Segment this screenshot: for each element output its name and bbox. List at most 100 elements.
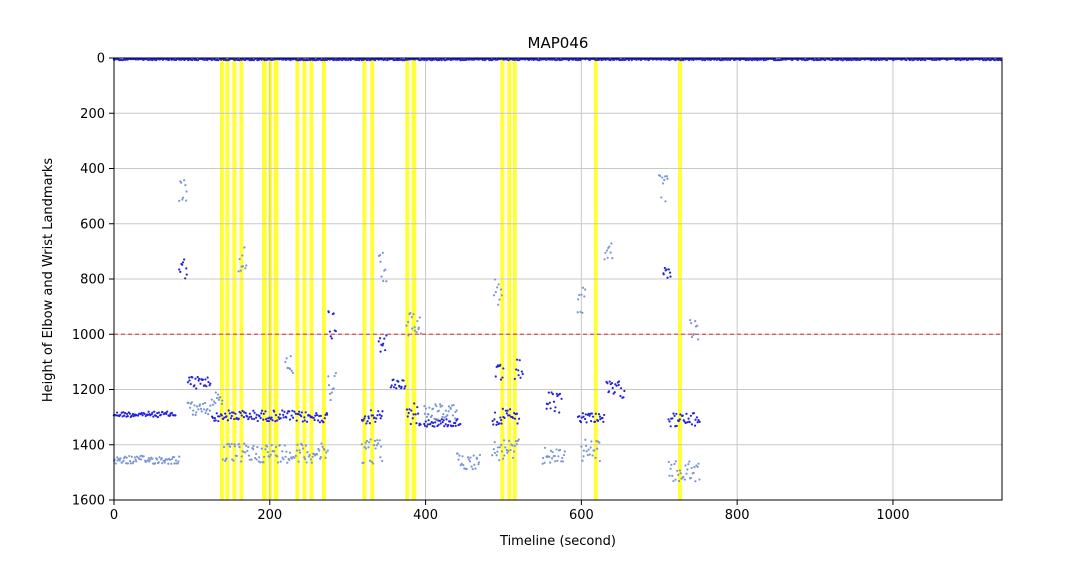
y-tick-label: 400	[80, 162, 105, 177]
data-point	[602, 420, 605, 423]
data-point	[435, 405, 438, 408]
data-point	[500, 294, 503, 297]
data-point	[288, 451, 292, 454]
data-point	[135, 455, 139, 458]
data-point	[372, 462, 375, 465]
data-point	[553, 454, 556, 458]
data-point	[492, 448, 495, 451]
data-point	[828, 58, 831, 61]
data-point	[252, 448, 255, 451]
data-point	[561, 456, 564, 460]
data-point	[163, 461, 166, 464]
data-point	[685, 472, 688, 475]
data-point	[291, 371, 294, 374]
data-point	[683, 478, 686, 481]
data-point	[288, 367, 292, 371]
data-point	[407, 320, 410, 324]
data-point	[548, 455, 551, 459]
data-point	[659, 174, 662, 178]
data-point	[157, 461, 160, 464]
data-point	[504, 409, 507, 412]
data-point	[373, 416, 376, 419]
data-point	[413, 329, 417, 332]
data-point	[498, 298, 501, 301]
data-point	[362, 461, 365, 464]
data-point	[409, 422, 412, 426]
data-point	[671, 474, 674, 477]
data-point	[690, 423, 694, 426]
data-point	[667, 418, 670, 421]
data-point	[368, 422, 371, 425]
data-point	[262, 455, 266, 459]
data-point	[225, 415, 228, 418]
data-point	[675, 424, 678, 428]
data-point	[439, 422, 442, 425]
data-point	[513, 411, 516, 415]
x-tick-label: 0	[110, 508, 118, 523]
data-point	[546, 402, 549, 406]
data-point	[561, 460, 565, 463]
data-point	[588, 453, 591, 456]
data-point	[132, 415, 135, 418]
data-point	[593, 420, 597, 423]
data-point	[126, 415, 129, 418]
data-point	[327, 384, 331, 387]
data-point	[268, 455, 271, 458]
data-point	[689, 414, 693, 417]
data-point	[692, 333, 695, 336]
data-point	[328, 392, 332, 395]
x-tick-label: 800	[725, 508, 750, 523]
data-point	[130, 414, 133, 417]
data-point	[260, 409, 264, 412]
data-point	[499, 363, 502, 367]
data-point	[220, 402, 223, 405]
data-point	[581, 286, 585, 289]
data-point	[669, 275, 672, 278]
data-point	[334, 372, 337, 375]
data-point	[315, 453, 319, 456]
data-point	[372, 444, 376, 447]
data-point	[253, 417, 256, 421]
data-point	[237, 417, 240, 420]
data-point	[445, 418, 448, 421]
data-point	[137, 414, 140, 417]
data-point	[601, 416, 604, 420]
data-point	[204, 411, 207, 415]
data-point	[384, 349, 387, 352]
data-point	[905, 58, 908, 62]
data-point	[660, 196, 663, 199]
data-point	[266, 419, 269, 423]
data-point	[119, 413, 122, 416]
data-point	[384, 268, 387, 271]
data-point	[360, 59, 364, 62]
data-point	[697, 338, 700, 341]
data-point	[694, 418, 697, 421]
data-point	[437, 423, 440, 426]
data-point	[311, 455, 314, 459]
data-point	[428, 406, 431, 409]
data-point	[579, 421, 583, 424]
data-point	[232, 459, 235, 462]
data-point	[442, 419, 445, 422]
data-point	[173, 58, 176, 62]
data-point	[128, 412, 131, 415]
grid-lines	[113, 57, 1002, 501]
data-point	[437, 409, 440, 412]
data-point	[518, 359, 521, 362]
data-point	[690, 335, 694, 339]
data-point	[763, 57, 766, 61]
data-point	[608, 245, 611, 248]
data-point	[288, 458, 291, 462]
data-point	[418, 316, 421, 319]
data-point	[398, 385, 401, 388]
data-point	[495, 365, 498, 369]
data-point	[430, 414, 433, 417]
data-point	[133, 456, 136, 459]
data-point	[607, 390, 611, 393]
data-point	[270, 416, 273, 419]
data-point	[449, 420, 452, 423]
data-point	[688, 460, 691, 463]
data-point	[425, 415, 429, 419]
data-point	[281, 456, 284, 459]
data-point	[455, 409, 458, 412]
